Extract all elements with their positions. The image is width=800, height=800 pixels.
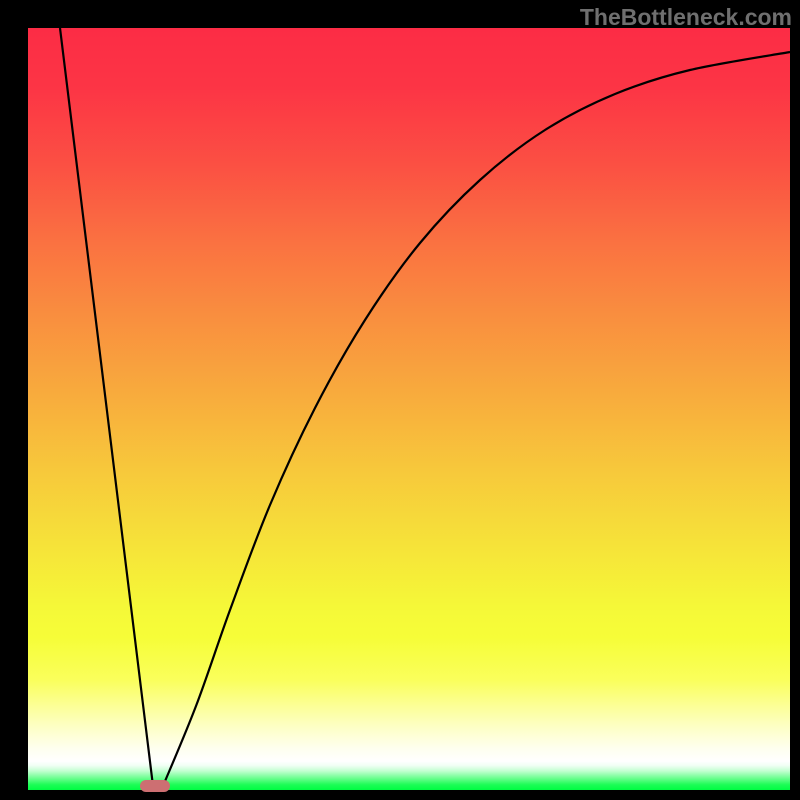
curve-layer: [0, 0, 800, 800]
minimum-marker: [140, 780, 170, 792]
chart-container: TheBottleneck.com: [0, 0, 800, 800]
watermark-text: TheBottleneck.com: [580, 4, 792, 31]
v-curve: [60, 28, 790, 786]
